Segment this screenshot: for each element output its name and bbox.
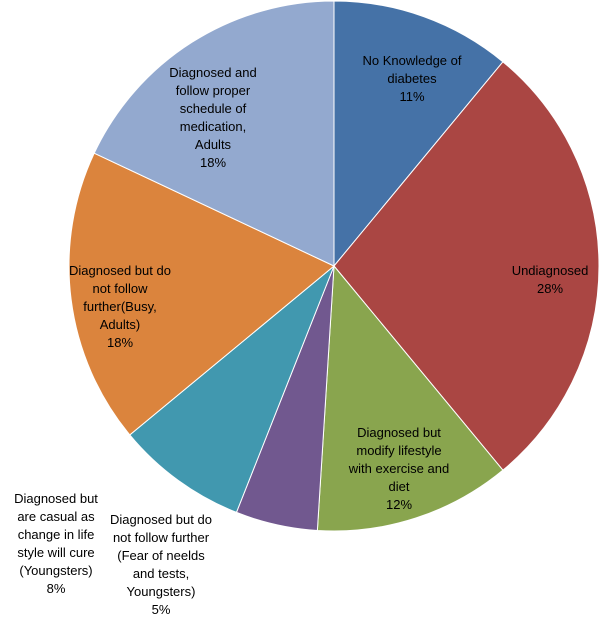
- slice-label-line: Undiagnosed: [511, 263, 589, 278]
- slice-label-6: Diagnosed and follow proper schedule of med…: [153, 64, 273, 172]
- pie-slice-0: [333, 0, 504, 268]
- slice-percent: 18%: [199, 155, 227, 170]
- slice-percent: 18%: [106, 335, 134, 350]
- slice-label-line: (Youngsters): [19, 563, 93, 578]
- slice-percent: 12%: [385, 497, 413, 512]
- slice-percent: 11%: [399, 89, 425, 104]
- slice-label-line: Adults: [194, 137, 232, 152]
- slice-label-line: Diagnosed but do: [110, 512, 212, 527]
- slice-label-line: not follow further: [112, 530, 210, 545]
- slice-label-4: Diagnosed but are casual as change in life…: [1, 490, 111, 598]
- slice-label-0: No Knowledge of diabetes 11%: [347, 52, 477, 106]
- slice-label-line: Diagnosed but: [357, 425, 441, 440]
- slice-label-line: style will cure: [17, 545, 95, 560]
- slice-label-line: Diagnosed and: [169, 65, 257, 80]
- slice-label-line: Diagnosed but: [14, 491, 98, 506]
- slice-percent: 28%: [536, 281, 564, 296]
- slice-label-line: not follow: [92, 281, 148, 296]
- slice-label-line: change in life: [17, 527, 95, 542]
- slice-label-line: diabetes: [387, 71, 437, 86]
- slice-label-line: schedule of: [179, 101, 247, 116]
- slice-label-line: (Fear of neelds: [117, 548, 205, 563]
- slice-label-1: Undiagnosed 28%: [500, 262, 600, 298]
- slice-percent: 5%: [151, 602, 171, 617]
- slice-label-line: follow proper: [175, 83, 251, 98]
- slice-label-line: medication,: [179, 119, 247, 134]
- slice-label-line: are casual as: [17, 509, 95, 524]
- pie-slice-6: [93, 0, 335, 267]
- slice-label-line: with exercise and: [348, 461, 450, 476]
- slice-label-5: Diagnosed but do not follow further(Busy, A…: [55, 262, 185, 352]
- slice-label-line: further(Busy,: [83, 299, 157, 314]
- pie-slice-5: [68, 152, 335, 436]
- pie-slice-1: [333, 61, 600, 471]
- slice-label-line: diet: [388, 479, 410, 494]
- pie-slice-4: [129, 265, 335, 514]
- pie-slice-2: [316, 264, 504, 532]
- slice-label-line: No Knowledge of: [362, 53, 462, 68]
- slice-percent: 8%: [46, 581, 66, 596]
- slice-label-line: and tests,: [132, 566, 190, 581]
- slice-label-3: Diagnosed but do not follow further (Fear …: [96, 511, 226, 619]
- slice-label-line: Diagnosed but do: [69, 263, 171, 278]
- slice-label-line: Adults): [99, 317, 141, 332]
- slice-label-line: modify lifestyle: [356, 443, 442, 458]
- slice-label-2: Diagnosed but modify lifestyle with exerci…: [334, 424, 464, 514]
- slice-label-line: Youngsters): [126, 584, 196, 599]
